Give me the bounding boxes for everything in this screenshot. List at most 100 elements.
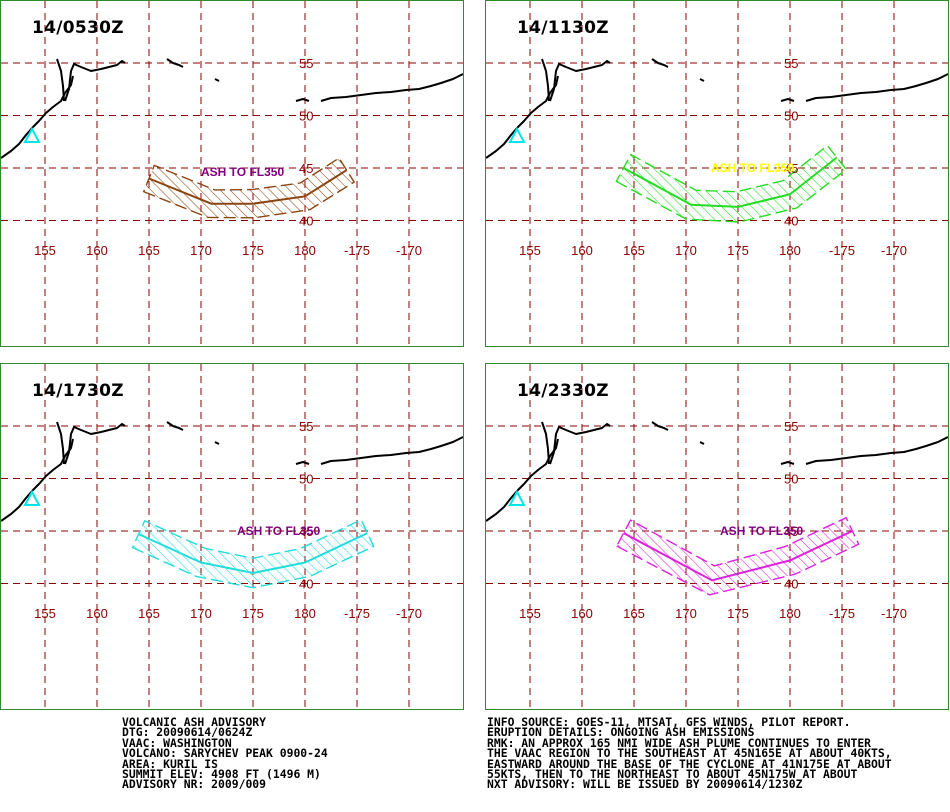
coastline-segment <box>166 421 184 431</box>
longitude-label: 175 <box>727 606 749 621</box>
lat-lon-grid <box>486 364 948 709</box>
coastline <box>486 421 948 522</box>
longitude-label: 155 <box>519 243 541 258</box>
coastline-segment <box>805 73 948 102</box>
advisory-line: ERUPTION DETAILS: ONGOING ASH EMISSIONS <box>487 725 755 740</box>
ash-level-label: ASH TO FL350 <box>711 161 794 175</box>
longitude-label: 160 <box>86 243 108 258</box>
panel-time: 14/1130Z <box>517 18 609 38</box>
advisory-line: RMK: AN APPROX 165 NMI WIDE ASH PLUME CO… <box>487 735 872 750</box>
longitude-label: 165 <box>623 606 645 621</box>
longitude-label: 155 <box>34 606 56 621</box>
latitude-label: 40 <box>299 214 313 229</box>
longitude-label: 165 <box>138 606 160 621</box>
map-canvas: 55 50 45 40 155 160 165 170 175 180 -175 -170 ASH TO… <box>1 1 463 346</box>
advisory-text-left: VOLCANIC ASH ADVISORY DTG: 20090614/0624… <box>122 715 328 792</box>
coastline-segment <box>56 58 65 102</box>
coastline-segment <box>320 73 463 102</box>
coastline-segment <box>651 58 669 68</box>
coastline-segment <box>166 58 184 68</box>
longitude-label: 160 <box>571 606 593 621</box>
longitude-label: 155 <box>34 243 56 258</box>
volcano-triangle-icon <box>508 126 526 143</box>
coastline-segment <box>64 60 126 102</box>
ash-plume-axis <box>623 530 853 582</box>
coastline <box>486 58 948 159</box>
panel-time: 14/2330Z <box>517 381 609 401</box>
volcano-triangle-icon <box>23 489 41 506</box>
longitude-label: -175 <box>344 243 370 258</box>
ash-level-label: ASH TO FL350 <box>720 524 803 538</box>
longitude-label: 160 <box>86 606 108 621</box>
coastline-segment <box>780 98 795 102</box>
ash-plume-area <box>142 157 356 219</box>
advisory-line: VOLCANO: SARYCHEV PEAK 0900-24 <box>122 746 328 761</box>
advisory-line: EASTWARD AROUND THE BASE OF THE CYCLONE … <box>487 756 892 771</box>
advisory-line: ADVISORY NR: 2009/009 <box>122 777 267 792</box>
coastline-segment <box>486 438 559 522</box>
longitude-label: 180 <box>294 606 316 621</box>
map-canvas: 55 50 45 40 155 160 165 170 175 180 -175 -170 ASH TO… <box>1 364 463 709</box>
map-canvas: 55 50 45 40 155 160 165 170 175 180 -175 -170 ASH TO… <box>486 364 948 709</box>
ash-plume-area <box>615 516 860 596</box>
advisory-line: SUMMIT ELEV: 4908 FT (1496 M) <box>122 767 321 782</box>
coastline-segment <box>699 78 705 82</box>
advisory-line: NXT ADVISORY: WILL BE ISSUED BY 20090614… <box>487 777 803 792</box>
longitude-label: 160 <box>571 243 593 258</box>
latitude-label: 50 <box>784 109 798 124</box>
coastline-segment <box>214 441 220 445</box>
coastline-segment <box>541 421 550 465</box>
longitude-label: -175 <box>829 243 855 258</box>
lat-lon-grid <box>1 364 463 709</box>
longitude-label: -175 <box>344 606 370 621</box>
volcano-triangle-icon <box>508 489 526 506</box>
longitude-label: 170 <box>675 243 697 258</box>
map-canvas: 55 50 45 40 155 160 165 170 175 180 -175 -170 ASH TO… <box>486 1 948 346</box>
latitude-label: 45 <box>299 524 313 539</box>
longitude-label: 175 <box>242 606 264 621</box>
latitude-label: 40 <box>784 577 798 592</box>
longitude-label: -170 <box>396 606 422 621</box>
advisory-line: 55KTS, THEN TO THE NORTHEAST TO ABOUT 45… <box>487 767 858 782</box>
advisory-text-right: INFO SOURCE: GOES-11, MTSAT, GFS WINDS, … <box>487 715 892 792</box>
coastline-segment <box>549 60 611 102</box>
map-panel-1: 55 50 45 40 155 160 165 170 175 180 -175 -170 ASH TO… <box>0 0 464 347</box>
coastline <box>1 421 463 522</box>
coastline-segment <box>805 436 948 465</box>
longitude-label: 165 <box>623 243 645 258</box>
longitude-label: -170 <box>396 243 422 258</box>
ash-plume-area <box>615 144 848 223</box>
latitude-label: 45 <box>299 161 313 176</box>
ash-level-label: ASH TO FL350 <box>237 524 320 538</box>
advisory-line: AREA: KURIL IS <box>122 756 219 771</box>
advisory-line: VOLCANIC ASH ADVISORY <box>122 715 267 729</box>
ash-plume-axis <box>623 156 838 208</box>
longitude-label: 180 <box>779 243 801 258</box>
longitude-label: 165 <box>138 243 160 258</box>
map-panel-2: 55 50 45 40 155 160 165 170 175 180 -175 -170 ASH TO… <box>485 0 949 347</box>
coastline-segment <box>699 441 705 445</box>
coastline-segment <box>214 78 220 82</box>
latitude-label: 40 <box>299 577 313 592</box>
coastline-segment <box>1 438 74 522</box>
coastline <box>1 58 463 159</box>
panel-time: 14/0530Z <box>32 18 124 38</box>
longitude-label: 170 <box>675 606 697 621</box>
advisory-line: INFO SOURCE: GOES-11, MTSAT, GFS WINDS, … <box>487 715 851 729</box>
latitude-label: 50 <box>784 472 798 487</box>
ash-level-label: ASH TO FL350 <box>201 165 284 179</box>
longitude-label: -175 <box>829 606 855 621</box>
longitude-label: -170 <box>881 243 907 258</box>
longitude-label: 175 <box>242 243 264 258</box>
ash-plume-area <box>131 518 375 589</box>
coastline-segment <box>295 98 310 102</box>
coastline-segment <box>541 58 550 102</box>
latitude-label: 50 <box>299 472 313 487</box>
longitude-label: 175 <box>727 243 749 258</box>
coastline-segment <box>295 461 310 465</box>
longitude-label: -170 <box>881 606 907 621</box>
coastline-segment <box>651 421 669 431</box>
panel-time: 14/1730Z <box>32 381 124 401</box>
latitude-label: 45 <box>784 161 798 176</box>
latitude-label: 50 <box>299 109 313 124</box>
